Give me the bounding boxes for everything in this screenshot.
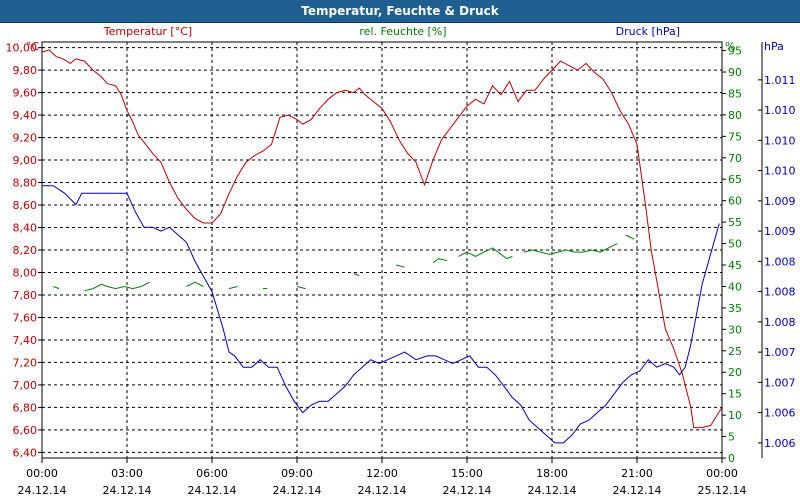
pressure-tick-label: 1.008 — [764, 316, 796, 329]
pressure-tick-label: 1.008 — [764, 286, 796, 299]
chart-labels: 00:00 24.12.14 03:00 24.12.14 06:00 24.12.14 0… — [6, 25, 796, 497]
humidity-tick-label: 70 — [728, 152, 742, 165]
pressure-series-line — [42, 185, 720, 444]
x-tick-date-label: 24.12.14 — [613, 484, 662, 497]
humidity-tick-label: 55 — [728, 216, 742, 229]
pressure-tick-label: 1.010 — [764, 104, 796, 117]
humidity-tick-label: 75 — [728, 130, 742, 143]
x-tick-time-label: 03:00 — [111, 467, 143, 480]
temperature-tick-label: 6,80 — [13, 401, 38, 414]
humidity-tick-label: 60 — [728, 195, 742, 208]
temperature-tick-label: 8,00 — [13, 266, 38, 279]
humidity-tick-label: 95 — [728, 45, 742, 58]
humidity-legend-label: rel. Feuchte [%] — [359, 25, 446, 38]
x-tick-time-label: 18:00 — [536, 467, 568, 480]
humidity-series-segment — [186, 281, 204, 287]
x-tick-date-label: 24.12.14 — [443, 484, 492, 497]
temperature-tick-label: 7,00 — [13, 379, 38, 392]
x-tick-date-label: 24.12.14 — [528, 484, 577, 497]
humidity-tick-label: 20 — [728, 366, 742, 379]
humidity-tick-label: 15 — [728, 388, 742, 401]
x-tick-time-label: 00:00 — [706, 467, 738, 480]
temperature-tick-label: 8,20 — [13, 244, 38, 257]
humidity-tick-label: 65 — [728, 173, 742, 186]
humidity-tick-label: 80 — [728, 109, 742, 122]
chart-series — [41, 49, 723, 444]
x-tick-date-label: 24.12.14 — [358, 484, 407, 497]
x-tick-date-label: 25.12.14 — [698, 484, 747, 497]
temperature-tick-label: 9,60 — [13, 87, 38, 100]
pressure-tick-label: 1.010 — [764, 165, 796, 178]
x-tick-time-label: 15:00 — [451, 467, 483, 480]
pressure-unit-label: hPa — [764, 40, 784, 53]
temperature-legend-label: Temperatur [°C] — [103, 25, 192, 38]
plot-frame — [41, 41, 723, 459]
x-tick-time-label: 21:00 — [621, 467, 653, 480]
temperature-tick-label: 8,80 — [13, 177, 38, 190]
humidity-tick-label: 85 — [728, 87, 742, 100]
pressure-tick-label: 1.008 — [764, 255, 796, 268]
temperature-tick-label: 7,80 — [13, 289, 38, 302]
x-tick-time-label: 12:00 — [366, 467, 398, 480]
temperature-tick-label: 7,40 — [13, 334, 38, 347]
chart-title-bar: Temperatur, Feuchte & Druck — [0, 0, 800, 23]
x-tick-date-label: 24.12.14 — [273, 484, 322, 497]
x-tick-time-label: 00:00 — [26, 467, 58, 480]
temperature-tick-label: 9,20 — [13, 132, 38, 145]
temperature-tick-label: 8,60 — [13, 199, 38, 212]
humidity-series-segment — [228, 286, 238, 290]
temperature-tick-label: 10,00 — [6, 42, 38, 55]
humidity-tick-label: 10 — [728, 409, 742, 422]
pressure-tick-label: 1.006 — [764, 407, 796, 420]
x-tick-date-label: 24.12.14 — [103, 484, 152, 497]
humidity-tick-label: 0 — [728, 452, 735, 465]
humidity-tick-label: 90 — [728, 66, 742, 79]
humidity-series-segment — [53, 286, 60, 290]
x-tick-time-label: 06:00 — [196, 467, 228, 480]
humidity-tick-label: 25 — [728, 345, 742, 358]
humidity-tick-label: 35 — [728, 302, 742, 315]
humidity-series-segment — [84, 281, 150, 292]
temperature-tick-label: 7,20 — [13, 356, 38, 369]
chart-grid — [42, 42, 722, 458]
temperature-tick-label: 9,00 — [13, 154, 38, 167]
humidity-tick-label: 45 — [728, 259, 742, 272]
temperature-tick-label: 6,60 — [13, 424, 38, 437]
pressure-tick-label: 1.010 — [764, 134, 796, 147]
humidity-unit-label: % — [725, 40, 735, 53]
x-tick-time-label: 09:00 — [281, 467, 313, 480]
temperature-tick-label: 8,40 — [13, 222, 38, 235]
temperature-tick-label: 9,40 — [13, 109, 38, 122]
humidity-tick-label: 50 — [728, 238, 742, 251]
pressure-tick-label: 1.009 — [764, 195, 796, 208]
temperature-tick-label: 9,80 — [13, 64, 38, 77]
humidity-series-segment — [396, 264, 405, 268]
temperature-tick-label: 7,60 — [13, 311, 38, 324]
pressure-legend-label: Druck [hPa] — [616, 25, 680, 38]
chart-axes — [38, 41, 763, 463]
humidity-series-segment — [432, 258, 448, 264]
temperature-tick-label: 6,40 — [13, 446, 38, 459]
x-tick-date-label: 24.12.14 — [188, 484, 237, 497]
x-tick-date-label: 24.12.14 — [18, 484, 67, 497]
humidity-series-segment — [458, 247, 513, 260]
humidity-tick-label: 40 — [728, 280, 742, 293]
humidity-series-segment — [353, 273, 360, 277]
temperature-unit-label: °C — [26, 40, 40, 53]
pressure-tick-label: 1.007 — [764, 376, 796, 389]
humidity-series-segment — [625, 234, 635, 240]
pressure-tick-label: 1.011 — [764, 74, 796, 87]
pressure-tick-label: 1.009 — [764, 225, 796, 238]
humidity-series-segment — [523, 243, 618, 255]
pressure-tick-label: 1.006 — [764, 437, 796, 450]
humidity-tick-label: 5 — [728, 431, 735, 444]
humidity-series-segment — [296, 286, 306, 290]
pressure-tick-label: 1.007 — [764, 346, 796, 359]
chart-title: Temperatur, Feuchte & Druck — [301, 4, 499, 18]
temperature-series-line — [41, 49, 723, 429]
humidity-tick-label: 30 — [728, 323, 742, 336]
